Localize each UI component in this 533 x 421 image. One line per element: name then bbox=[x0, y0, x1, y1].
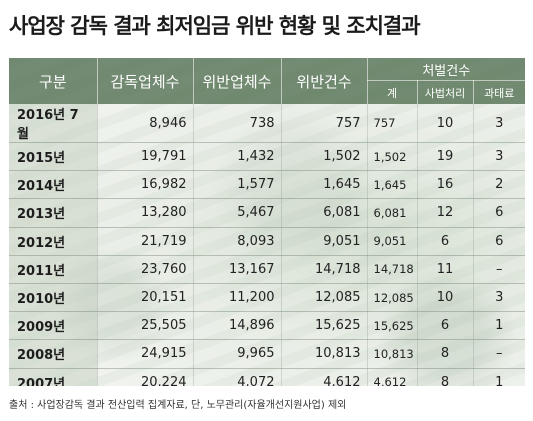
cell-violating-firms: 8,093 bbox=[193, 227, 282, 256]
table-row: 2011년 23,760 13,167 14,718 14,718 11 – bbox=[9, 255, 525, 284]
cell-fine: 1 bbox=[473, 368, 525, 386]
source-note: 출처 : 사업장감독 결과 전산입력 집계자료, 단, 노무관리(자율개선지원사… bbox=[9, 400, 347, 411]
header-action-group: 처벌건수 bbox=[367, 58, 525, 81]
header-category: 구분 bbox=[9, 58, 98, 104]
cell-judicial: 12 bbox=[417, 198, 474, 228]
cell-violations: 4,612 bbox=[281, 368, 368, 386]
cell-total: 1,645 bbox=[367, 170, 418, 200]
table-row: 2012년 21,719 8,093 9,051 9,051 6 6 bbox=[9, 227, 525, 256]
header-violations: 위반건수 bbox=[281, 58, 368, 104]
header-inspected: 감독업체수 bbox=[97, 58, 194, 104]
minimum-wage-violation-table: 구분 감독업체수 위반업체수 위반건수 처벌건수 계 사법처리 과태료 2016… bbox=[9, 58, 525, 386]
cell-judicial: 19 bbox=[417, 142, 474, 172]
cell-total: 1,502 bbox=[367, 142, 418, 172]
cell-total: 14,718 bbox=[367, 255, 418, 284]
cell-violating-firms: 9,965 bbox=[193, 339, 282, 369]
table-row: 2016년 7월 8,946 738 757 757 10 3 bbox=[9, 104, 525, 143]
cell-year: 2012년 bbox=[9, 227, 98, 256]
cell-year: 2015년 bbox=[9, 142, 98, 172]
cell-violating-firms: 11,200 bbox=[193, 283, 282, 313]
cell-fine: 3 bbox=[473, 104, 525, 143]
cell-violating-firms: 5,467 bbox=[193, 198, 282, 228]
cell-fine: – bbox=[473, 339, 525, 369]
cell-total: 12,085 bbox=[367, 283, 418, 313]
cell-judicial: 11 bbox=[417, 255, 474, 284]
cell-judicial: 10 bbox=[417, 104, 474, 143]
cell-year: 2009년 bbox=[9, 311, 98, 341]
header-violating-firms: 위반업체수 bbox=[193, 58, 282, 104]
cell-violations: 1,645 bbox=[281, 170, 368, 200]
page-title: 사업장 감독 결과 최저임금 위반 현황 및 조치결과 bbox=[9, 14, 421, 38]
cell-inspected: 25,505 bbox=[97, 311, 194, 341]
cell-judicial: 16 bbox=[417, 170, 474, 200]
cell-judicial: 10 bbox=[417, 283, 474, 313]
cell-total: 9,051 bbox=[367, 227, 418, 256]
cell-violations: 10,813 bbox=[281, 339, 368, 369]
table-row: 2014년 16,982 1,577 1,645 1,645 16 2 bbox=[9, 170, 525, 200]
cell-total: 757 bbox=[367, 104, 418, 143]
cell-fine: 6 bbox=[473, 227, 525, 256]
cell-year: 2011년 bbox=[9, 255, 98, 284]
cell-inspected: 13,280 bbox=[97, 198, 194, 228]
cell-inspected: 16,982 bbox=[97, 170, 194, 200]
cell-total: 15,625 bbox=[367, 311, 418, 341]
cell-fine: – bbox=[473, 255, 525, 284]
cell-inspected: 23,760 bbox=[97, 255, 194, 284]
cell-inspected: 21,719 bbox=[97, 227, 194, 256]
cell-total: 6,081 bbox=[367, 198, 418, 228]
cell-fine: 6 bbox=[473, 198, 525, 228]
cell-inspected: 24,915 bbox=[97, 339, 194, 369]
cell-violating-firms: 738 bbox=[193, 104, 282, 143]
cell-total: 4,612 bbox=[367, 368, 418, 386]
cell-violating-firms: 13,167 bbox=[193, 255, 282, 284]
cell-fine: 1 bbox=[473, 311, 525, 341]
cell-inspected: 20,151 bbox=[97, 283, 194, 313]
cell-fine: 3 bbox=[473, 283, 525, 313]
table-row: 2007년 20,224 4,072 4,612 4,612 8 1 bbox=[9, 368, 525, 386]
table-row: 2015년 19,791 1,432 1,502 1,502 19 3 bbox=[9, 142, 525, 172]
table-container: 구분 감독업체수 위반업체수 위반건수 처벌건수 계 사법처리 과태료 2016… bbox=[9, 58, 525, 386]
cell-fine: 2 bbox=[473, 170, 525, 200]
header-fine: 과태료 bbox=[473, 80, 525, 104]
cell-judicial: 8 bbox=[417, 368, 474, 386]
table-row: 2009년 25,505 14,896 15,625 15,625 6 1 bbox=[9, 311, 525, 341]
cell-year: 2010년 bbox=[9, 283, 98, 313]
table-row: 2008년 24,915 9,965 10,813 10,813 8 – bbox=[9, 339, 525, 369]
cell-year: 2008년 bbox=[9, 339, 98, 369]
cell-inspected: 19,791 bbox=[97, 142, 194, 172]
cell-year: 2007년 bbox=[9, 368, 98, 386]
cell-violations: 1,502 bbox=[281, 142, 368, 172]
cell-violations: 12,085 bbox=[281, 283, 368, 313]
cell-inspected: 8,946 bbox=[97, 104, 194, 143]
table-row: 2010년 20,151 11,200 12,085 12,085 10 3 bbox=[9, 283, 525, 313]
cell-violating-firms: 14,896 bbox=[193, 311, 282, 341]
cell-year: 2016년 7월 bbox=[9, 104, 98, 143]
table-row: 2013년 13,280 5,467 6,081 6,081 12 6 bbox=[9, 198, 525, 228]
cell-inspected: 20,224 bbox=[97, 368, 194, 386]
cell-violations: 6,081 bbox=[281, 198, 368, 228]
cell-violations: 757 bbox=[281, 104, 368, 143]
cell-violations: 14,718 bbox=[281, 255, 368, 284]
cell-violating-firms: 1,577 bbox=[193, 170, 282, 200]
cell-judicial: 6 bbox=[417, 311, 474, 341]
header-judicial: 사법처리 bbox=[417, 80, 474, 104]
cell-violations: 9,051 bbox=[281, 227, 368, 256]
cell-judicial: 6 bbox=[417, 227, 474, 256]
cell-violating-firms: 4,072 bbox=[193, 368, 282, 386]
cell-violations: 15,625 bbox=[281, 311, 368, 341]
cell-fine: 3 bbox=[473, 142, 525, 172]
header-total: 계 bbox=[367, 80, 418, 104]
cell-judicial: 8 bbox=[417, 339, 474, 369]
cell-total: 10,813 bbox=[367, 339, 418, 369]
cell-year: 2014년 bbox=[9, 170, 98, 200]
cell-year: 2013년 bbox=[9, 198, 98, 228]
cell-violating-firms: 1,432 bbox=[193, 142, 282, 172]
